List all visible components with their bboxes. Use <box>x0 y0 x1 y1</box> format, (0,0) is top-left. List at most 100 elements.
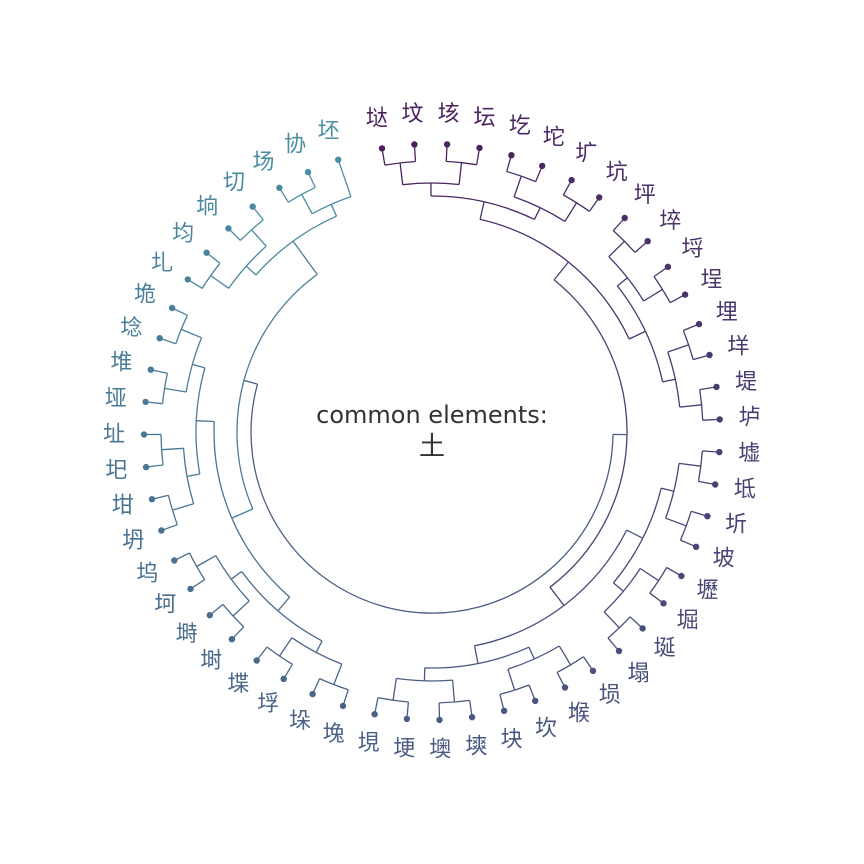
leaf-label: 坪 <box>634 183 656 208</box>
dendrogram-link <box>243 379 628 614</box>
leaf-label: 切 <box>223 171 245 196</box>
dendrogram-link <box>164 328 203 393</box>
leaf-label: 塒 <box>176 622 198 647</box>
leaf-label: 垆 <box>739 406 761 431</box>
leaf-label: 埣 <box>659 209 681 234</box>
leaf-dot <box>249 203 256 210</box>
leaf-dot <box>716 448 723 456</box>
leaf-dot <box>206 612 213 619</box>
leaf-label: 圹 <box>575 141 597 166</box>
dendrogram-link <box>227 206 264 241</box>
leaf-dot <box>678 572 685 580</box>
leaf-dot <box>695 320 703 328</box>
leaf-label: 均 <box>172 222 194 247</box>
dendrogram-link <box>679 510 708 548</box>
leaf-dot <box>436 716 443 724</box>
dendrogram-link <box>612 487 675 592</box>
leaf-label: 墟 <box>738 442 760 467</box>
leaf-dot <box>712 481 719 488</box>
leaf-label: 堤 <box>735 370 757 395</box>
leaf-label: 垝 <box>134 283 156 308</box>
leaf-label: 埏 <box>654 636 676 661</box>
leaf-label: 堀 <box>677 609 699 634</box>
leaf-label: 埒 <box>681 237 703 262</box>
dendrogram-link <box>381 144 417 166</box>
dendrogram-link <box>256 646 293 680</box>
dendrogram-link <box>473 529 643 664</box>
leaf-dot <box>142 398 149 406</box>
leaf-dot <box>142 463 150 471</box>
dendrogram-link <box>682 323 710 361</box>
leaf-dot <box>443 141 451 148</box>
leaf-dot <box>339 702 347 710</box>
leaf-label: 堆 <box>110 351 132 376</box>
dendrogram-link <box>187 252 221 289</box>
dendrogram-link <box>209 603 245 640</box>
leaf-label: 堞 <box>227 672 249 697</box>
leaf-label: 塌 <box>627 661 649 686</box>
leaf-dot <box>171 557 178 564</box>
leaf-dot <box>168 304 176 312</box>
leaf-label: 埕 <box>700 268 722 293</box>
dendrogram-link <box>499 684 536 711</box>
leaf-label: 垟 <box>727 335 749 360</box>
dendrogram-link <box>230 570 323 653</box>
dendrogram-link <box>423 646 535 681</box>
leaf-label: 圠 <box>151 251 173 276</box>
leaf-label: 坷 <box>154 593 176 618</box>
leaf-dot <box>280 675 287 683</box>
leaf-label: 埝 <box>120 316 142 341</box>
dendrogram-link <box>506 155 543 183</box>
leaf-dot <box>304 168 312 176</box>
leaf-dot <box>225 225 232 232</box>
leaf-dot <box>589 667 597 674</box>
leaf-dot <box>561 684 569 691</box>
dendrogram-link <box>653 266 686 304</box>
leaf-label: 垷 <box>358 731 380 756</box>
dendrogram-link <box>399 162 463 186</box>
leaf-dot <box>539 162 546 170</box>
dendrogram-link <box>143 433 164 468</box>
leaf-dot <box>203 249 210 256</box>
leaf-dot <box>508 152 515 159</box>
leaf-labels: 垯坟垓坛圪坨圹坑坪埣埒埕埋垟堤垆墟坻圻坡壢堀埏塌埙堠坎块塽墺埂垷堍垛垺堞埘塒坷坞… <box>103 102 761 763</box>
leaf-dot <box>184 276 191 283</box>
leaf-label: 坡 <box>713 546 735 571</box>
leaf-dot <box>158 527 165 534</box>
leaf-label: 坞 <box>136 561 158 586</box>
leaf-label: 场 <box>252 150 274 175</box>
leaf-label: 壢 <box>696 579 718 604</box>
leaf-dot <box>411 141 418 148</box>
leaf-dot <box>140 431 148 438</box>
leaf-label: 垧 <box>196 195 218 220</box>
leaf-label: 坨 <box>543 126 565 151</box>
leaf-label: 坎 <box>535 716 557 741</box>
leaf-label: 埘 <box>200 648 222 673</box>
dendrogram-link <box>649 566 682 604</box>
dendrogram-link <box>161 447 195 511</box>
leaf-dot <box>621 214 628 222</box>
leaf-label: 堠 <box>568 702 590 727</box>
dendrogram-link <box>196 420 291 612</box>
center-radical: 土 <box>419 432 445 462</box>
leaf-dot <box>187 585 194 593</box>
dendrogram-link <box>392 677 456 703</box>
leaf-label: 埂 <box>393 736 415 761</box>
leaf-dot <box>156 335 163 342</box>
leaf-dot <box>147 366 154 373</box>
dendrogram-link <box>231 240 318 519</box>
leaf-label: 垭 <box>105 386 127 411</box>
leaf-dot <box>378 145 386 152</box>
leaf-dot <box>664 263 672 270</box>
dendrogram-link <box>664 462 701 527</box>
leaf-label: 坟 <box>402 102 424 127</box>
dendrogram-link <box>278 171 316 203</box>
dendrogram-link <box>196 555 250 617</box>
leaf-dot <box>276 184 283 191</box>
leaf-label: 圯 <box>105 458 127 483</box>
leaf-dot <box>713 383 720 391</box>
dendrogram-link <box>667 344 702 408</box>
center-caption: common elements: <box>316 401 548 429</box>
